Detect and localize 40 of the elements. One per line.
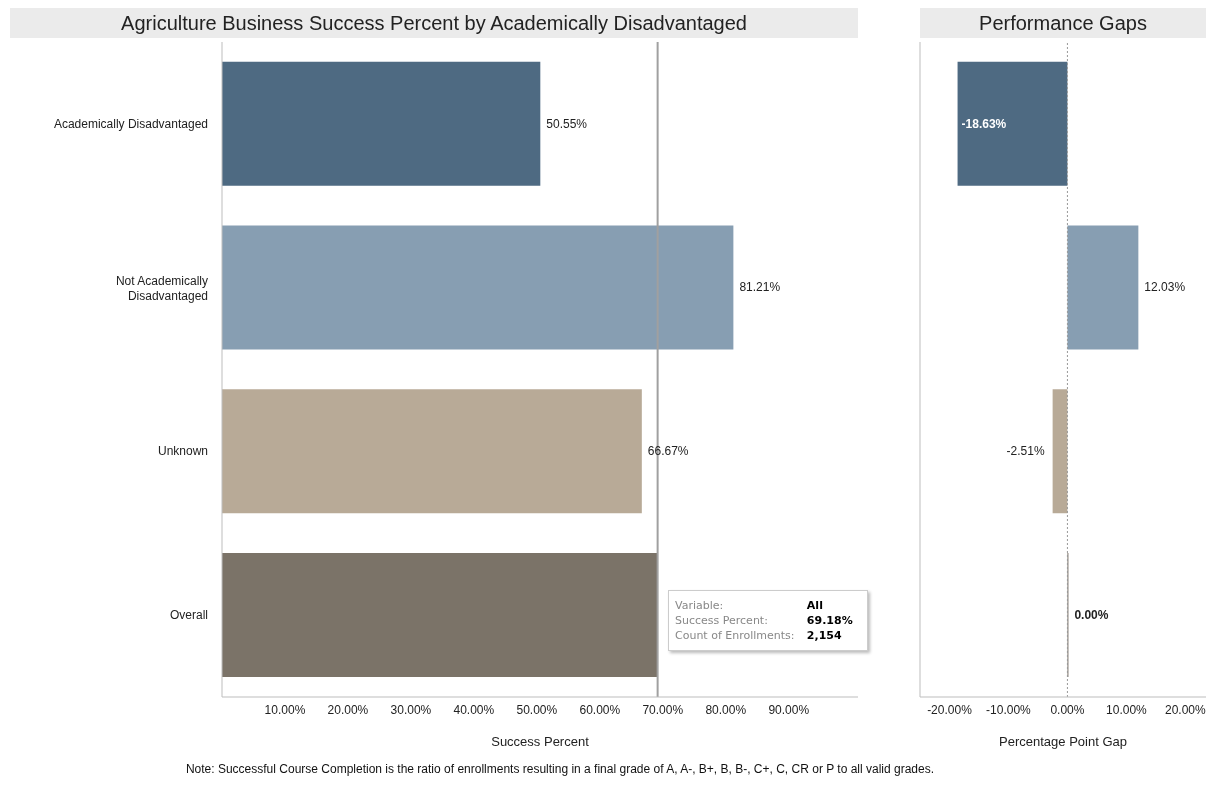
y-tick-label: Academically Disadvantaged — [53, 116, 208, 131]
data-label: 12.03% — [1144, 280, 1186, 295]
bar — [222, 225, 734, 350]
x-tick-label: 30.00% — [390, 702, 432, 717]
x-axis-title: Percentage Point Gap — [999, 734, 1127, 749]
x-tick-label: 40.00% — [453, 702, 495, 717]
x-tick-label: 0.00% — [1050, 702, 1085, 717]
data-label: 81.21% — [739, 280, 781, 295]
x-tick-label: 90.00% — [768, 702, 810, 717]
x-tick-label: 80.00% — [705, 702, 747, 717]
chart-title: Agriculture Business Success Percent by Academically Disadvantaged — [10, 8, 858, 38]
x-tick-label: 60.00% — [579, 702, 621, 717]
chart-title: Performance Gaps — [920, 8, 1206, 38]
annotation: All — [806, 599, 824, 612]
annotation: Variable: — [675, 599, 725, 612]
x-tick-label: 50.00% — [516, 702, 558, 717]
y-tick-label: Not Academically Disadvantaged — [115, 273, 208, 303]
data-label: 0.00% — [1074, 607, 1109, 622]
annotation: Count of Enrollments: — [675, 629, 796, 642]
x-tick-label: 10.00% — [1106, 702, 1148, 717]
x-tick-label: 10.00% — [264, 702, 306, 717]
bar — [222, 389, 642, 514]
annotation: 2,154 — [806, 629, 843, 642]
x-axis-title: Success Percent — [491, 734, 590, 749]
x-tick-label: -20.00% — [927, 702, 973, 717]
x-tick-label: 20.00% — [1165, 702, 1207, 717]
y-tick-label: Overall — [169, 608, 208, 623]
x-tick-label: 70.00% — [642, 702, 684, 717]
annotation: 69.18% — [806, 614, 854, 627]
y-tick-label: Unknown — [157, 444, 208, 459]
data-label: -18.63% — [961, 116, 1007, 131]
x-tick-label: 20.00% — [327, 702, 369, 717]
data-label: 66.67% — [647, 444, 689, 459]
text: Note: Successful Course Completion is the ratio of enrollments resulting in a final grade of A, A-, B+, B, B-, C+, C, CR or P to all valid grades. — [184, 762, 936, 776]
data-label: 50.55% — [546, 116, 588, 131]
bar — [222, 552, 658, 677]
annotation: Success Percent: — [675, 614, 769, 627]
data-label: -2.51% — [1006, 444, 1045, 459]
x-tick-label: -10.00% — [986, 702, 1032, 717]
bar — [222, 61, 541, 186]
